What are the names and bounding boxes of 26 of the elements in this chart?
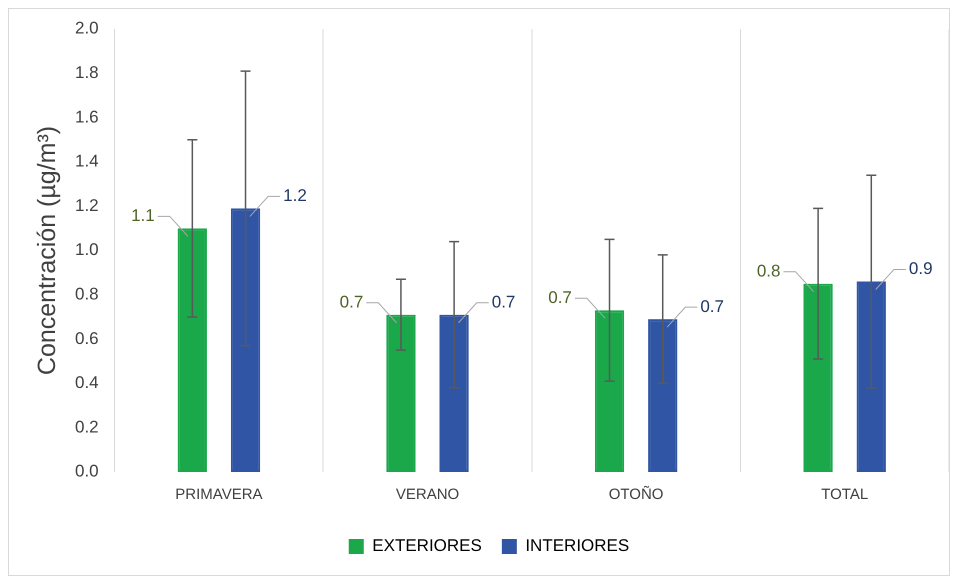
data-label: 1.1 — [131, 206, 155, 226]
data-label: 0.7 — [340, 292, 364, 312]
x-tick-label: OTOÑO — [608, 485, 664, 504]
data-label: 0.8 — [756, 261, 780, 280]
data-label: 1.2 — [283, 186, 307, 206]
y-tick-label: 0.2 — [74, 417, 99, 436]
x-tick-label: VERANO — [396, 486, 460, 504]
y-tick-label: 0.4 — [74, 373, 99, 392]
data-label: 0.7 — [548, 288, 572, 307]
x-tick-label: TOTAL — [821, 486, 868, 504]
y-tick-label: 0.6 — [74, 328, 99, 348]
y-tick-label: 0.8 — [74, 284, 99, 304]
y-tick-label: 1.6 — [74, 107, 99, 126]
data-label: 0.9 — [908, 259, 933, 278]
y-tick-label: 1.8 — [74, 62, 99, 82]
y-tick-label: 1.2 — [74, 196, 99, 215]
data-label: 0.7 — [492, 292, 516, 312]
x-tick-label: PRIMAVERA — [175, 486, 263, 504]
data-label: 0.7 — [700, 296, 724, 316]
legend-label: EXTERIORES — [372, 536, 482, 556]
y-tick-label: 1.4 — [74, 152, 99, 171]
legend-label: INTERIORES — [525, 536, 630, 556]
y-tick-label: 0.0 — [74, 462, 99, 481]
y-tick-label: 1.0 — [74, 240, 99, 260]
y-axis-title: Concentración (µg/m³) — [32, 126, 61, 376]
y-tick-label: 2.0 — [74, 18, 99, 38]
